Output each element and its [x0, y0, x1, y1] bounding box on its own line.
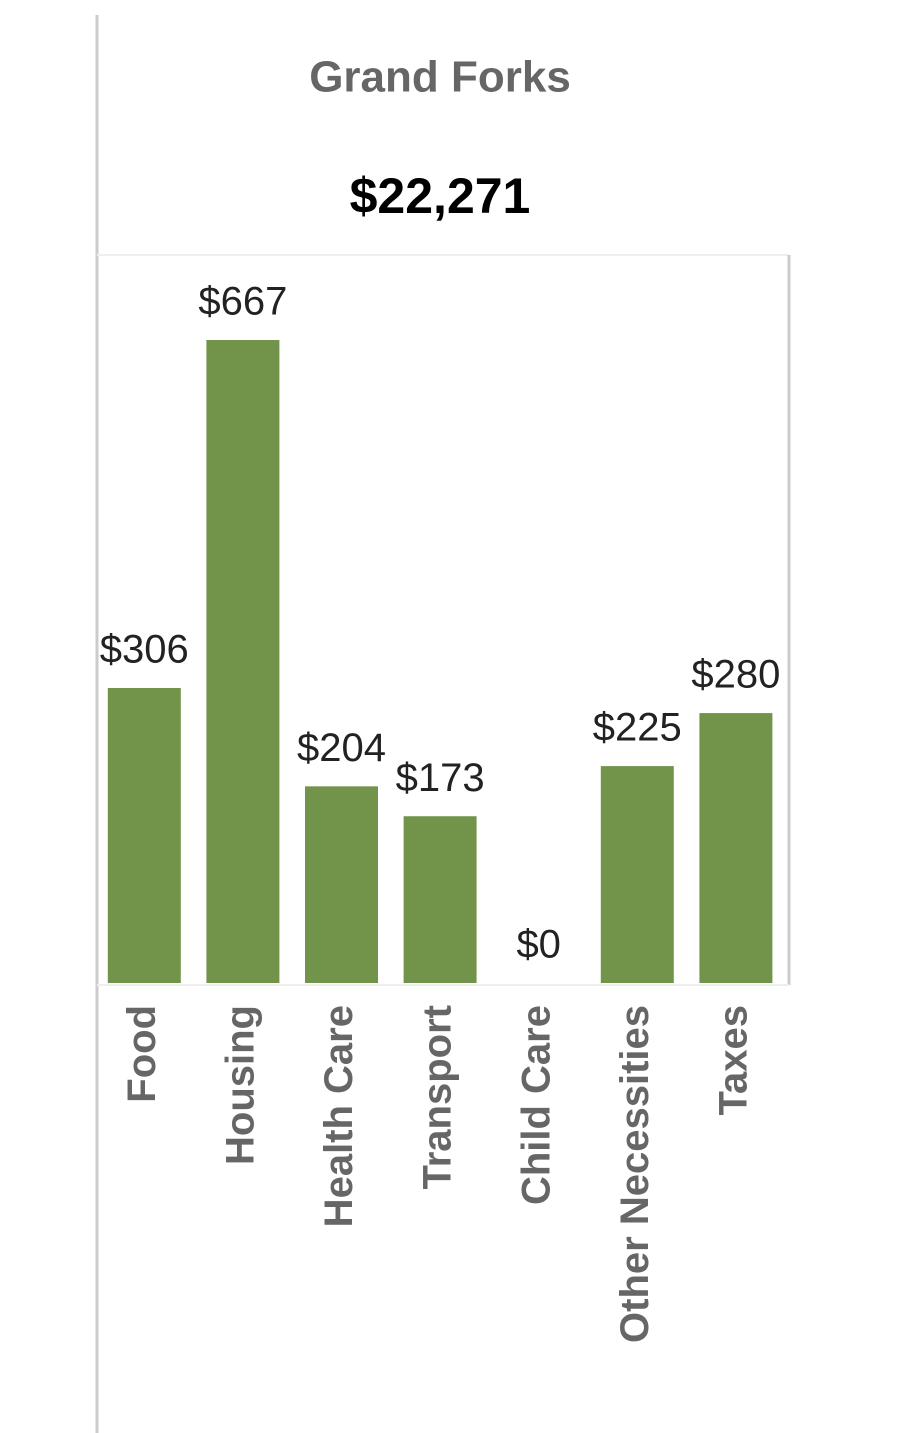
chart-subtitle: $22,271 [350, 168, 531, 224]
value-label: $0 [516, 923, 561, 967]
x-tick-label: Health Care [317, 1005, 361, 1227]
value-label: $306 [100, 628, 189, 672]
bar [600, 766, 674, 983]
value-label: $204 [297, 726, 386, 770]
x-tick-label: Transport [416, 1005, 460, 1189]
x-tick-label: Housing [218, 1005, 262, 1165]
value-label: $667 [198, 280, 287, 324]
bar [403, 816, 477, 983]
value-label: $280 [691, 653, 780, 697]
chart-title: Grand Forks [309, 53, 571, 102]
value-label: $173 [396, 756, 485, 800]
value-label: $225 [593, 706, 682, 750]
bar [206, 340, 280, 984]
x-tick-label: Other Necessities [613, 1005, 657, 1343]
x-tick-label: Taxes [711, 1005, 755, 1115]
bar [107, 688, 181, 983]
bar [699, 713, 773, 983]
x-tick-label: Food [120, 1005, 164, 1103]
bar [305, 786, 378, 983]
x-tick-label: Child Care [514, 1005, 558, 1205]
